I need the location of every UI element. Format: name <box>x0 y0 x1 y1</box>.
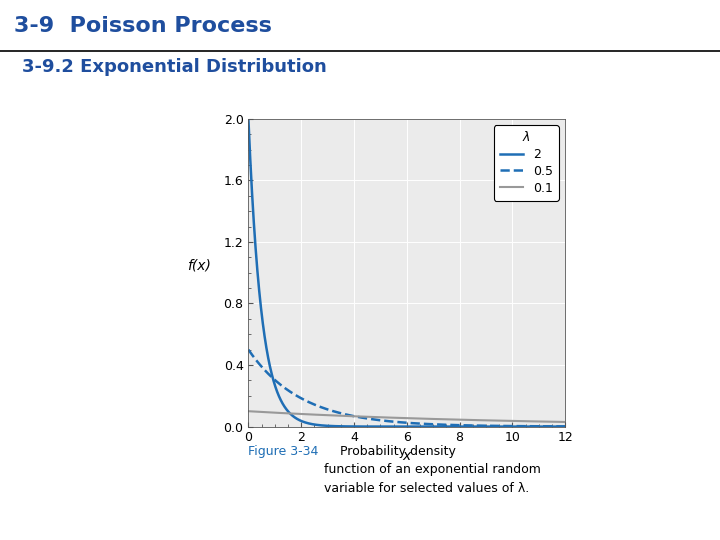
Text: Figure 3-34: Figure 3-34 <box>248 446 319 458</box>
Y-axis label: f(x): f(x) <box>186 259 210 273</box>
Legend: 2, 0.5, 0.1: 2, 0.5, 0.1 <box>494 125 559 201</box>
X-axis label: x: x <box>402 449 411 463</box>
Text: 3-9  Poisson Process: 3-9 Poisson Process <box>14 16 272 36</box>
Text: 3-9.2 Exponential Distribution: 3-9.2 Exponential Distribution <box>22 58 326 76</box>
Text: Probability density
function of an exponential random
variable for selected valu: Probability density function of an expon… <box>324 446 541 495</box>
